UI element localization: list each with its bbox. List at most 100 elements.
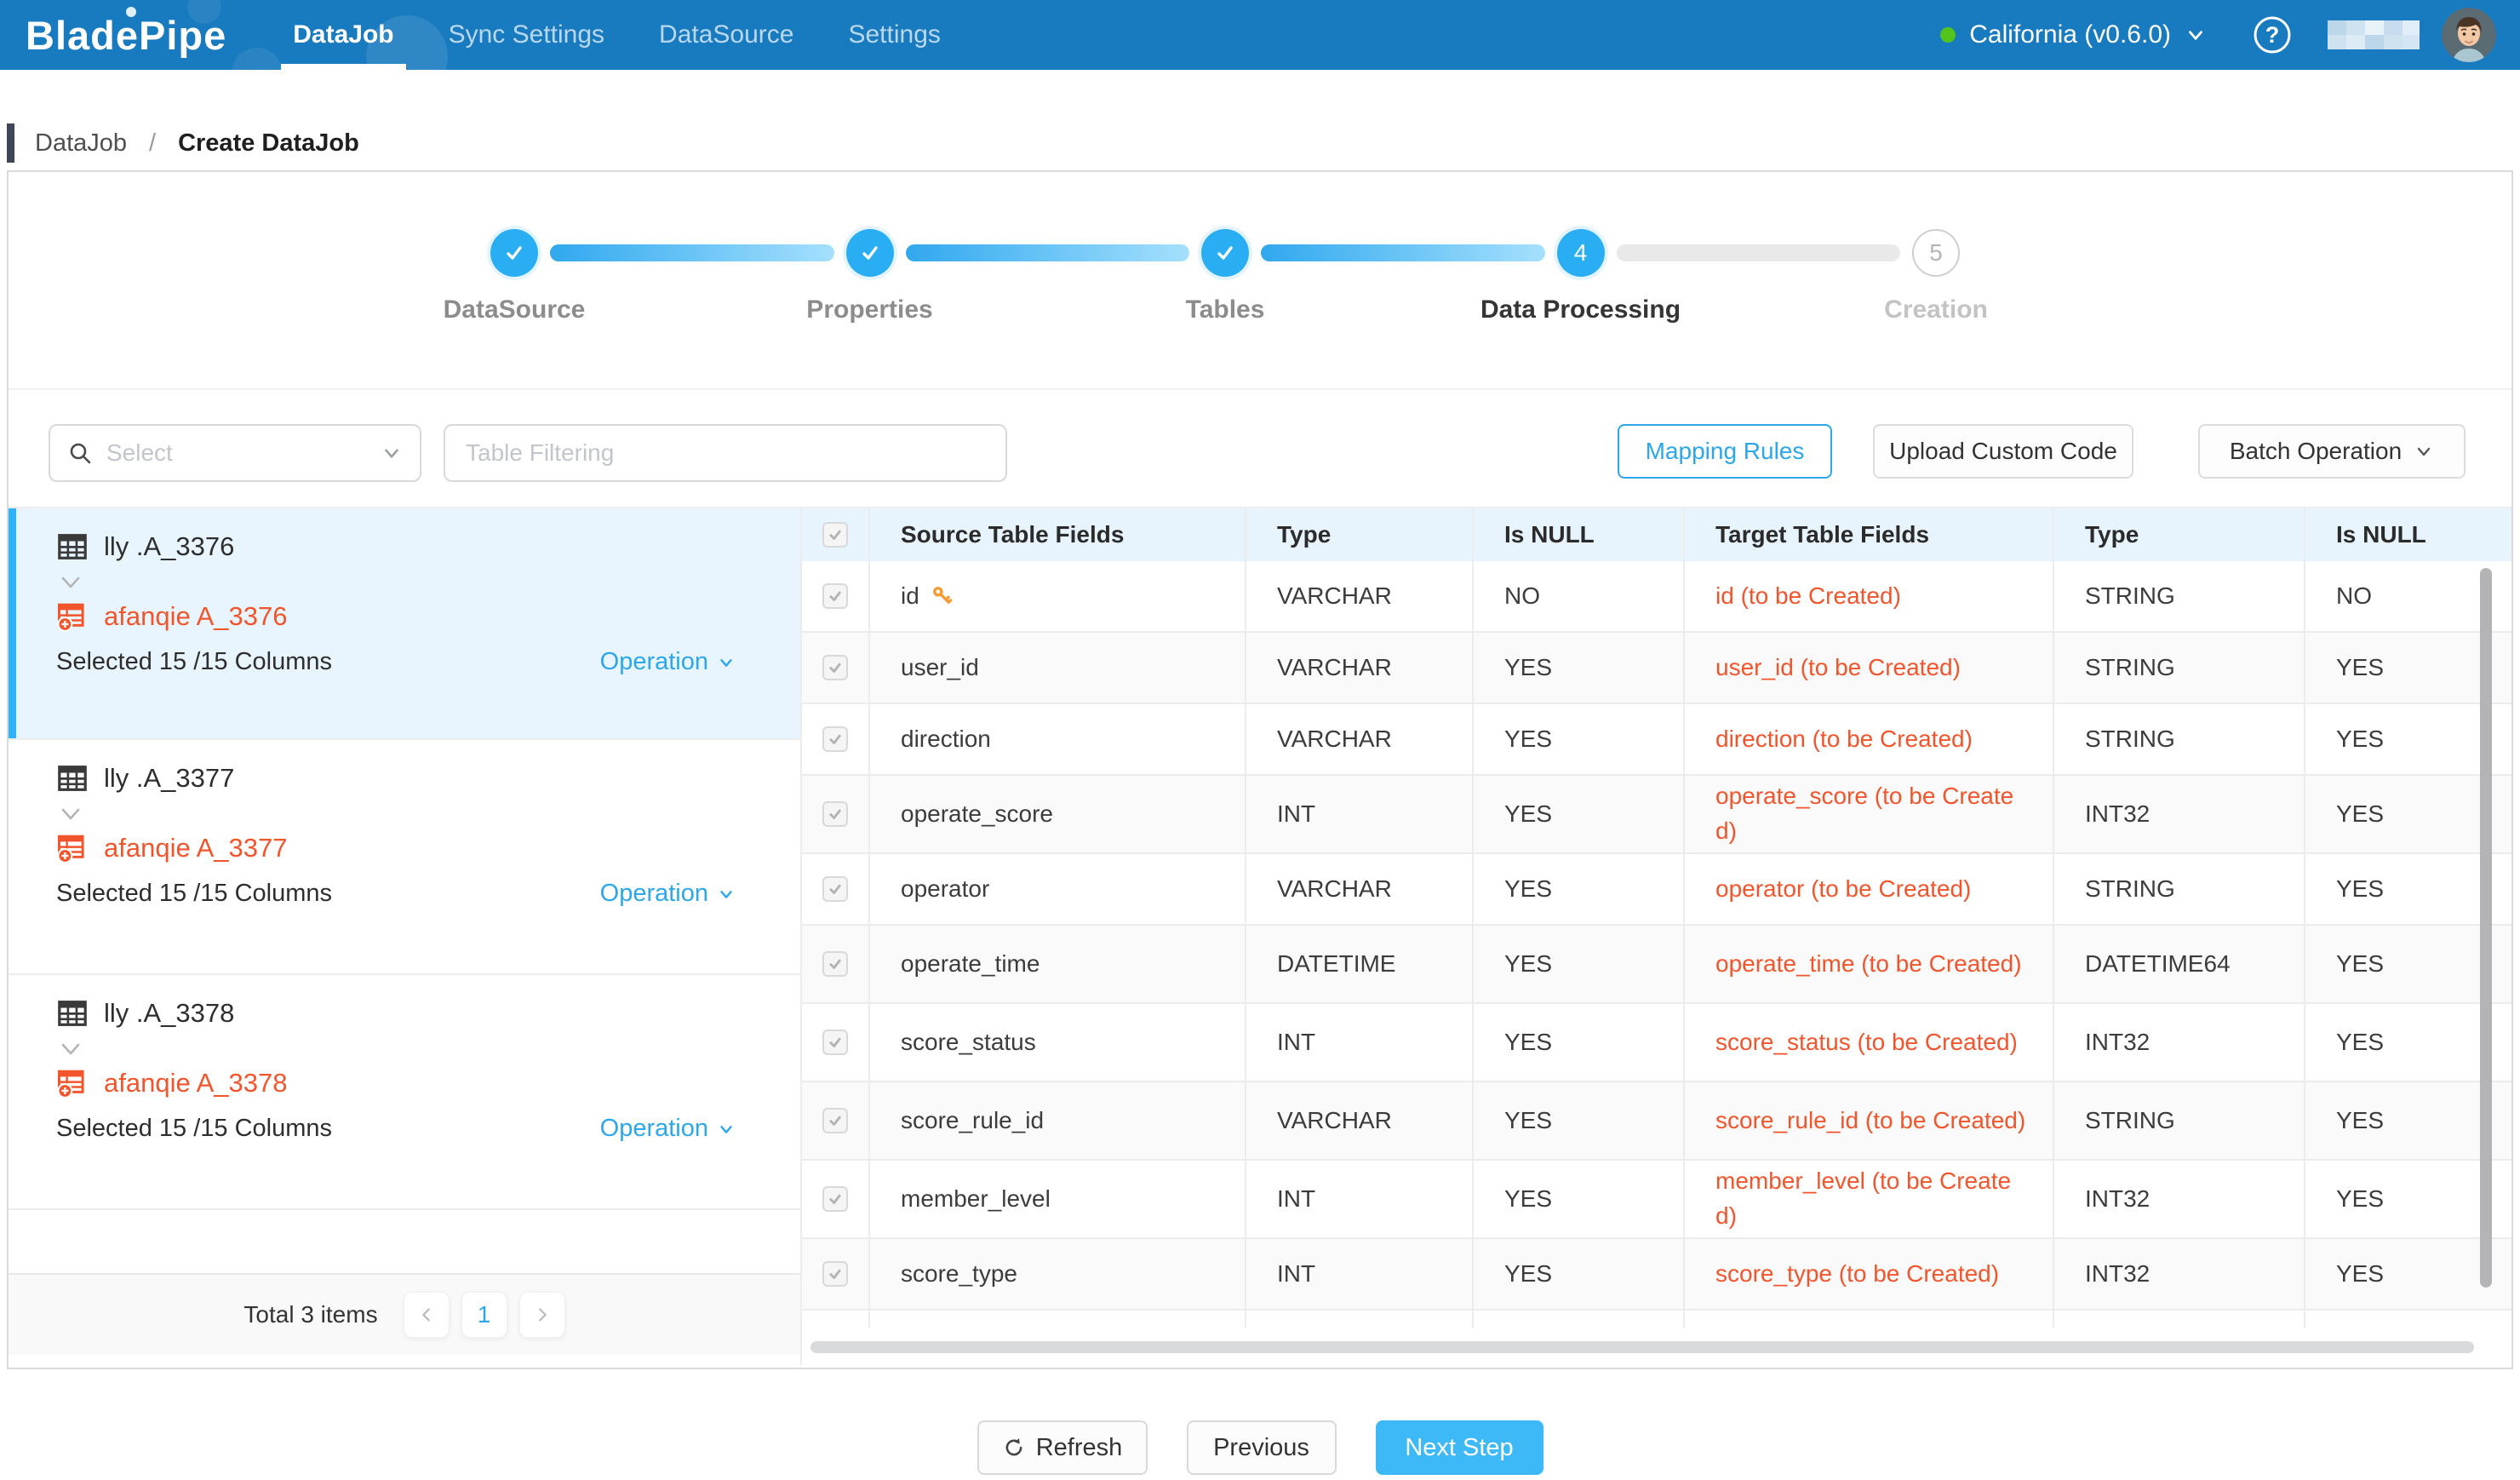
- source-field-type: VARCHAR: [1246, 854, 1474, 924]
- operation-dropdown[interactable]: Operation: [600, 1115, 736, 1143]
- expand-chevron-icon[interactable]: [58, 575, 800, 592]
- refresh-button[interactable]: Refresh: [977, 1420, 1148, 1475]
- operation-dropdown[interactable]: Operation: [600, 648, 736, 676]
- selected-columns-label: Selected 15 /15 Columns: [56, 648, 332, 676]
- table-icon: [56, 531, 89, 563]
- target-field-type: STRING: [2054, 704, 2305, 774]
- target-table-add-icon: [56, 1067, 89, 1099]
- table-row: direction VARCHAR YES direction (to be C…: [802, 704, 2511, 776]
- environment-selector[interactable]: California (v0.6.0): [1940, 20, 2207, 49]
- source-field-nullable: YES: [1474, 776, 1685, 852]
- chevron-down-icon: [381, 442, 403, 464]
- select-input[interactable]: [106, 439, 381, 467]
- operation-label: Operation: [600, 880, 708, 908]
- table-row: operate_time DATETIME YES operate_time (…: [802, 926, 2511, 1004]
- col-header-target-is-null: Is NULL: [2305, 508, 2511, 561]
- table-list-item[interactable]: lly .A_3378 afanqie A_3378 Selected 15 /…: [9, 975, 800, 1210]
- step-connector: [906, 244, 1190, 261]
- horizontal-scrollbar-thumb[interactable]: [810, 1341, 2474, 1353]
- step-number: 5: [1912, 229, 1960, 277]
- wizard-stepper-section: DataSource Properties Tables: [9, 172, 2511, 390]
- selected-columns-label: Selected 15 /15 Columns: [56, 1115, 332, 1143]
- source-field-name: direction: [870, 704, 1246, 774]
- nav-item-datajob[interactable]: DataJob: [293, 0, 393, 70]
- col-header-target-fields: Target Table Fields: [1685, 508, 2054, 561]
- step-label: Creation: [1884, 295, 1988, 324]
- breadcrumb-separator: /: [149, 129, 156, 158]
- nav-item-datasource[interactable]: DataSource: [659, 0, 793, 70]
- target-field-type: STRING: [2054, 854, 2305, 924]
- table-filter-input[interactable]: [466, 439, 985, 467]
- row-checkbox[interactable]: [822, 1261, 848, 1287]
- step-label: Tables: [1186, 295, 1265, 324]
- nav-item-sync-settings[interactable]: Sync Settings: [449, 0, 604, 70]
- row-checkbox[interactable]: [822, 1108, 848, 1133]
- source-field-nullable: YES: [1474, 633, 1685, 703]
- step-label: Data Processing: [1480, 295, 1681, 324]
- pagination-next-button[interactable]: [519, 1292, 565, 1338]
- target-field-type: DATETIME64: [2054, 926, 2305, 1002]
- row-checkbox[interactable]: [822, 1186, 848, 1212]
- table-list-panel: lly .A_3376 afanqie A_3376 Selected 15 /…: [9, 508, 802, 1365]
- search-icon: [67, 440, 93, 466]
- source-field-nullable: YES: [1474, 926, 1685, 1002]
- table-icon: [56, 762, 89, 794]
- target-field-type: INT32: [2054, 1239, 2305, 1309]
- step-label: Properties: [806, 295, 932, 324]
- page-root: BladePipe DataJob Sync Settings DataSour…: [0, 0, 2520, 1480]
- table-row: member_level INT YES member_level (to be…: [802, 1161, 2511, 1239]
- decorative-bubble: [232, 48, 283, 70]
- operation-dropdown[interactable]: Operation: [600, 880, 736, 908]
- expand-chevron-icon[interactable]: [58, 1041, 800, 1058]
- step-label: DataSource: [444, 295, 586, 324]
- target-field-name: score_rule_id (to be Created): [1685, 1082, 2054, 1159]
- expand-chevron-icon[interactable]: [58, 806, 800, 823]
- col-header-type: Type: [1246, 508, 1474, 561]
- upload-custom-code-button[interactable]: Upload Custom Code: [1873, 424, 2133, 479]
- row-checkbox[interactable]: [822, 726, 848, 752]
- previous-button[interactable]: Previous: [1187, 1420, 1337, 1475]
- selected-columns-label: Selected 15 /15 Columns: [56, 880, 332, 908]
- source-field-type: VARCHAR: [1246, 633, 1474, 703]
- source-field-type: INT: [1246, 1004, 1474, 1081]
- mapping-rules-button[interactable]: Mapping Rules: [1618, 424, 1832, 479]
- pagination-prev-button[interactable]: [404, 1292, 450, 1338]
- table-list-item[interactable]: lly .A_3376 afanqie A_3376 Selected 15 /…: [9, 508, 800, 740]
- operation-label: Operation: [600, 648, 708, 676]
- user-name-redacted: [2328, 15, 2420, 54]
- filter-toolbar: Mapping Rules Upload Custom Code Batch O…: [9, 390, 2511, 507]
- nav-item-settings[interactable]: Settings: [848, 0, 940, 70]
- next-step-button[interactable]: Next Step: [1376, 1420, 1544, 1475]
- source-field-name: member_level: [870, 1161, 1246, 1237]
- source-field-name: id: [901, 582, 919, 610]
- target-field-type: STRING: [2054, 561, 2305, 631]
- source-field-name: score_rule_id: [870, 1082, 1246, 1159]
- breadcrumb: DataJob / Create DataJob: [7, 123, 359, 163]
- select-all-checkbox[interactable]: [822, 522, 848, 548]
- row-checkbox[interactable]: [822, 1030, 848, 1055]
- row-checkbox[interactable]: [822, 583, 848, 609]
- user-avatar[interactable]: [2442, 8, 2496, 62]
- top-navbar: BladePipe DataJob Sync Settings DataSour…: [0, 0, 2520, 70]
- target-field-name: id (to be Created): [1685, 561, 2054, 631]
- step-creation: 5 Creation: [1912, 229, 1960, 277]
- row-checkbox[interactable]: [822, 951, 848, 977]
- target-field-type: INT32: [2054, 776, 2305, 852]
- col-header-source-fields: Source Table Fields: [870, 508, 1246, 561]
- app-logo: BladePipe: [26, 12, 226, 59]
- breadcrumb-link-datajob[interactable]: DataJob: [35, 129, 127, 158]
- refresh-label: Refresh: [1036, 1434, 1123, 1462]
- help-button[interactable]: ?: [2253, 15, 2292, 54]
- target-field-type: STRING: [2054, 633, 2305, 703]
- row-checkbox[interactable]: [822, 801, 848, 827]
- target-table-name: afanqie A_3376: [104, 601, 288, 632]
- table-list-item[interactable]: lly .A_3377 afanqie A_3377 Selected 15 /…: [9, 740, 800, 975]
- row-checkbox[interactable]: [822, 876, 848, 902]
- pagination-page-1[interactable]: 1: [461, 1292, 507, 1338]
- target-table-add-icon: [56, 832, 89, 864]
- vertical-scrollbar-thumb[interactable]: [2480, 568, 2492, 1288]
- col-header-target-type: Type: [2054, 508, 2305, 561]
- select-dropdown[interactable]: [49, 424, 421, 482]
- row-checkbox[interactable]: [822, 655, 848, 680]
- batch-operation-button[interactable]: Batch Operation: [2198, 424, 2466, 479]
